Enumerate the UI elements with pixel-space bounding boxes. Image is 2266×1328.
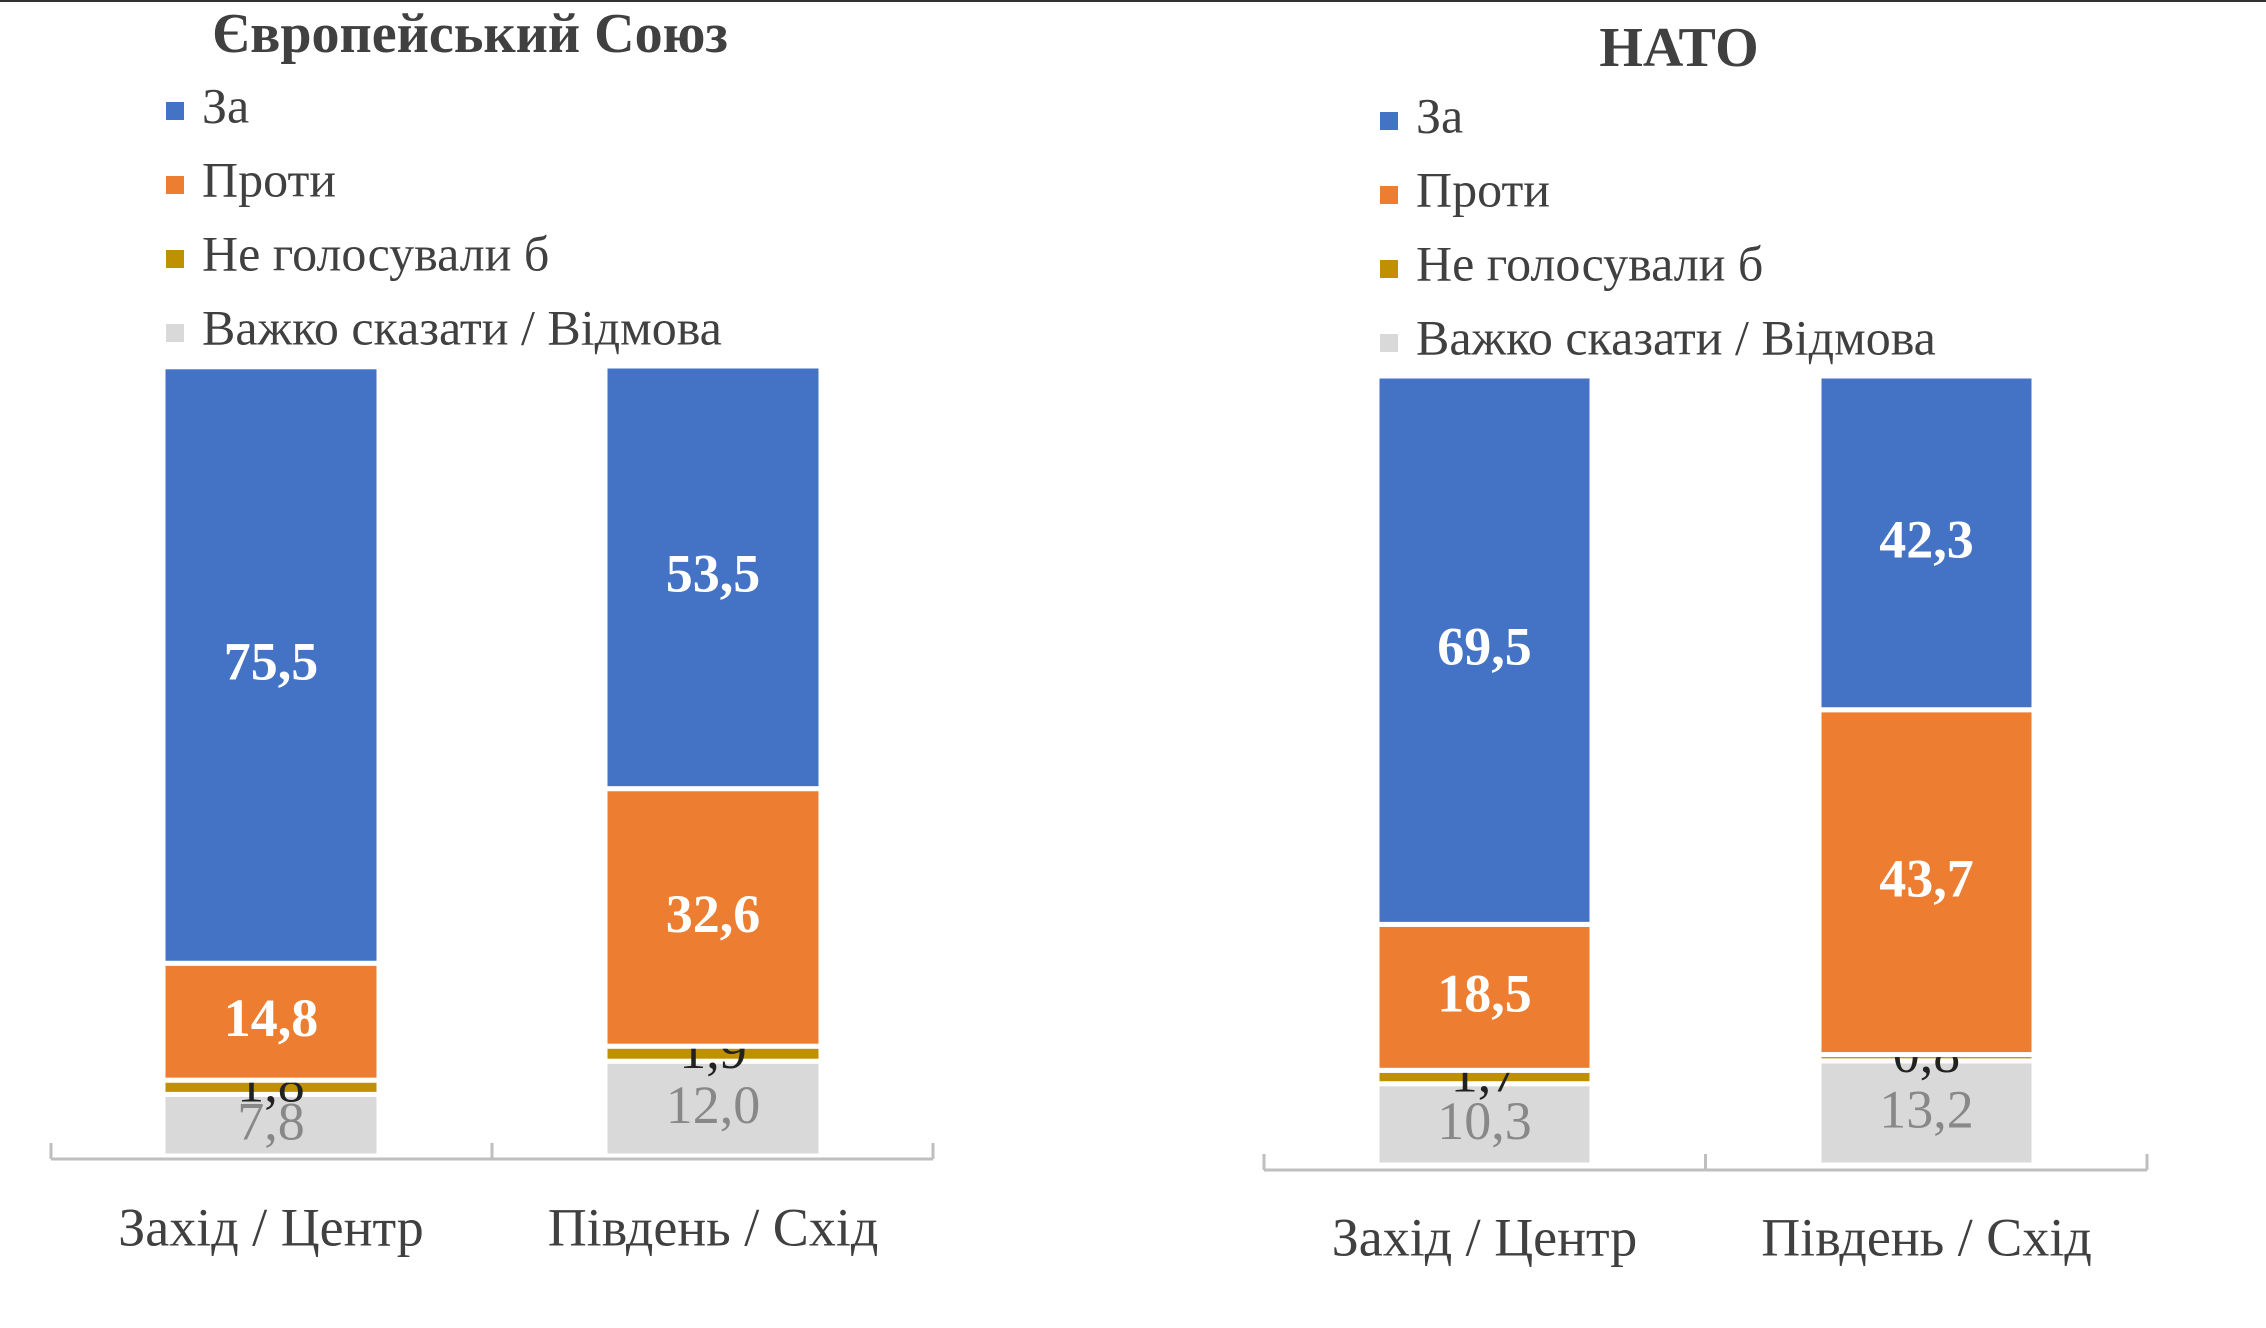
legend-label: За [1416,87,1463,143]
bar-segment [1816,373,2037,713]
bar-segment [602,786,824,1049]
x-tick-label: Південь / Схід [1761,1207,2092,1267]
bar-segment [160,1091,382,1159]
x-tick-label: Захід / Центр [1332,1207,1638,1267]
bar-segment [1374,921,1595,1073]
value-label: 53,5 [666,544,761,604]
bar-segment [1816,1058,2037,1168]
value-label: 14,8 [224,988,319,1048]
legend-label: Важко сказати / Відмова [1416,309,1936,365]
bar-segment [1816,707,2037,1058]
bar-segment [1374,373,1595,927]
bar-segment [160,960,382,1083]
legend-marker [166,176,184,194]
value-label: 69,5 [1437,617,1532,677]
legend-label: Не голосували б [202,225,549,281]
bar-segment [602,363,824,792]
value-label: 10,3 [1437,1091,1532,1151]
legend-label: Проти [1416,161,1550,217]
value-label: 75,5 [224,631,319,691]
bar-segment [602,1058,824,1159]
bar-segment [160,364,382,966]
value-label: 43,7 [1879,849,1974,909]
x-tick-label: Захід / Центр [118,1197,424,1257]
value-label: 12,0 [666,1075,761,1135]
value-label: 7,8 [237,1092,305,1152]
legend-marker [1380,112,1398,130]
legend-label: За [202,77,249,133]
legend-label: Важко сказати / Відмова [202,299,722,355]
legend-label: Проти [202,151,336,207]
value-label: 18,5 [1437,964,1532,1024]
legend-marker [166,250,184,268]
legend-label: Не голосували б [1416,235,1763,291]
legend-marker [166,102,184,120]
chart-title: НАТО [1599,17,1758,79]
bar-segment [1374,1081,1595,1168]
value-label: 42,3 [1879,509,1974,569]
legend-marker [1380,186,1398,204]
value-label: 13,2 [1879,1079,1974,1139]
legend-marker [1380,334,1398,352]
chart-title: Європейський Союз [212,3,728,65]
legend-marker [166,324,184,342]
legend-marker [1380,260,1398,278]
x-tick-label: Південь / Схід [548,1197,879,1257]
value-label: 32,6 [666,884,761,944]
